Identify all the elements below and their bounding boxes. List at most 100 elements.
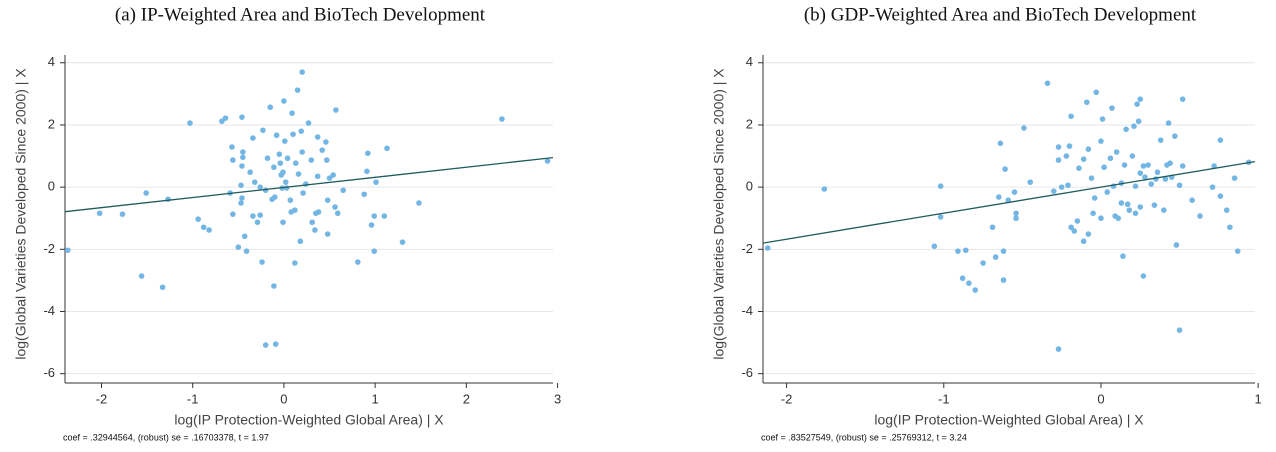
point	[1000, 248, 1007, 254]
point	[309, 219, 315, 226]
point	[292, 260, 298, 266]
point	[260, 127, 266, 134]
point	[365, 150, 371, 157]
point	[340, 187, 347, 194]
point	[1044, 80, 1051, 87]
regression-note: coef = .83527549, (robust) se = .2576931…	[761, 432, 967, 442]
point	[1197, 213, 1203, 219]
x-tick-label: 0	[1097, 391, 1104, 406]
point	[239, 195, 245, 201]
point	[289, 110, 295, 116]
point	[235, 244, 242, 250]
point	[980, 260, 986, 266]
point	[1148, 181, 1155, 187]
point	[1173, 242, 1180, 248]
point	[1157, 137, 1164, 143]
y-tick-label: -6	[741, 365, 753, 380]
point	[284, 155, 291, 162]
point	[283, 185, 290, 191]
point	[187, 120, 193, 126]
point	[303, 181, 309, 187]
point	[821, 186, 828, 192]
point	[1055, 157, 1062, 163]
point	[1227, 224, 1233, 231]
point	[323, 139, 329, 145]
point	[308, 157, 315, 163]
point	[230, 157, 236, 163]
point	[267, 104, 274, 111]
point	[314, 134, 321, 140]
point	[1211, 163, 1217, 169]
point	[1137, 96, 1144, 102]
point	[282, 179, 289, 185]
point	[1084, 99, 1090, 106]
point	[1107, 155, 1114, 162]
point	[931, 243, 938, 250]
point	[143, 190, 149, 196]
y-tick-label: 0	[48, 179, 55, 194]
point	[324, 231, 331, 237]
point	[371, 248, 378, 254]
point	[323, 157, 330, 163]
point	[298, 128, 305, 134]
point	[206, 227, 212, 233]
point	[330, 172, 336, 178]
point	[276, 151, 283, 157]
point	[1080, 238, 1087, 245]
panel: (b) GDP-Weighted Area and BioTech Develo…	[711, 4, 1262, 442]
x-tick-label: -1	[187, 391, 199, 406]
point	[295, 171, 302, 177]
point	[299, 149, 305, 155]
point	[250, 135, 256, 141]
y-tick-label: -6	[43, 365, 55, 380]
point	[966, 280, 972, 287]
x-tick-label: 1	[1255, 391, 1262, 406]
point	[257, 184, 264, 190]
point	[1172, 133, 1178, 139]
point	[1167, 160, 1173, 166]
point	[1050, 188, 1057, 194]
point	[1176, 327, 1183, 333]
point	[989, 224, 996, 231]
regression-note: coef = .32944564, (robust) se = .1670337…	[63, 432, 269, 442]
point	[332, 204, 338, 210]
point	[1085, 231, 1092, 237]
x-tick-label: -2	[781, 391, 793, 406]
point	[1098, 138, 1104, 144]
point	[1161, 207, 1167, 213]
point	[1076, 165, 1082, 171]
point	[1109, 105, 1115, 111]
point	[312, 227, 318, 233]
point	[371, 213, 378, 219]
point	[314, 173, 321, 180]
point	[1132, 210, 1139, 217]
point	[240, 149, 246, 155]
point	[1055, 346, 1062, 352]
point	[251, 179, 258, 185]
point	[294, 87, 301, 93]
point	[544, 158, 551, 164]
point	[1217, 193, 1224, 199]
point	[1013, 210, 1019, 217]
point	[272, 341, 279, 347]
point	[1101, 164, 1107, 171]
point	[1013, 215, 1019, 222]
point	[955, 248, 961, 254]
point	[1099, 116, 1106, 122]
panel-title: (b) GDP-Weighted Area and BioTech Develo…	[804, 4, 1197, 25]
point	[287, 197, 294, 203]
point	[1123, 126, 1129, 133]
point	[1027, 179, 1034, 185]
point	[364, 168, 370, 175]
point	[1091, 195, 1098, 201]
point	[159, 284, 166, 291]
panel: (a) IP-Weighted Area and BioTech Develop…	[13, 4, 561, 442]
point	[995, 194, 1002, 200]
point	[1104, 189, 1111, 195]
y-tick-label: -2	[741, 241, 753, 256]
point	[281, 98, 287, 104]
point	[937, 183, 944, 189]
point	[499, 116, 505, 122]
y-axis-label: log(Global Varieties Developed Since 200…	[13, 68, 29, 360]
point	[326, 175, 333, 181]
